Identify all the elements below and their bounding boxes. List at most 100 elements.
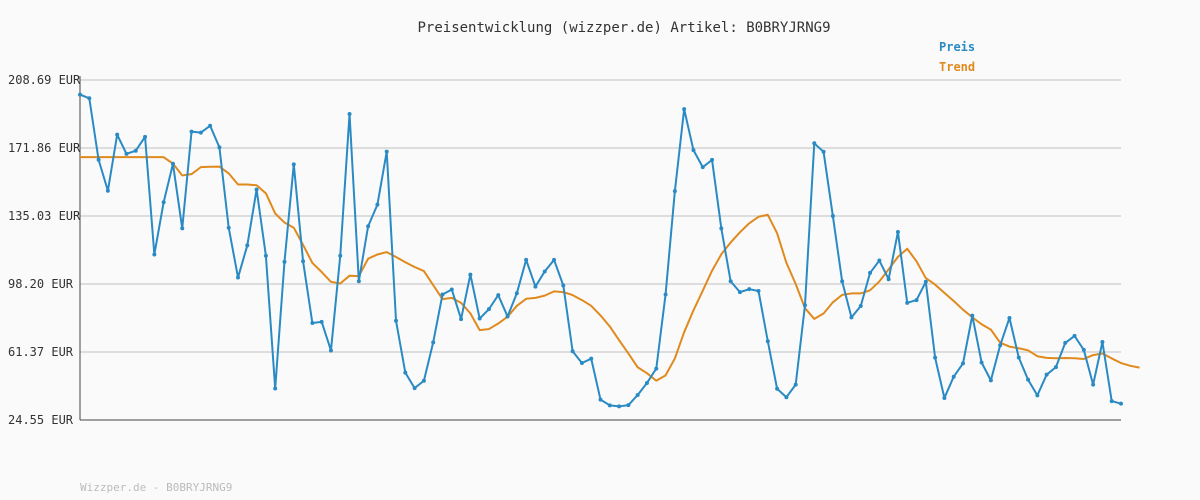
data-point: [710, 157, 715, 162]
data-point: [1026, 377, 1031, 382]
data-point: [431, 340, 436, 345]
data-point: [477, 316, 482, 321]
data-point: [914, 298, 919, 303]
data-point: [161, 200, 166, 205]
data-point: [236, 275, 241, 280]
data-point: [208, 123, 213, 128]
series-group: [78, 92, 1140, 409]
data-point: [635, 392, 640, 397]
data-point: [468, 272, 473, 277]
data-point: [319, 319, 324, 324]
data-point: [654, 366, 659, 371]
data-point: [756, 289, 761, 294]
y-tick-label: 61.37 EUR: [8, 345, 74, 359]
data-point: [942, 395, 947, 400]
data-point: [895, 229, 900, 234]
data-point: [775, 386, 780, 391]
data-point: [617, 404, 622, 409]
data-point: [96, 157, 101, 162]
data-point: [105, 188, 110, 193]
data-point: [1109, 399, 1114, 404]
data-point: [1035, 393, 1040, 398]
data-point: [189, 129, 194, 134]
data-point: [644, 380, 649, 385]
data-point: [607, 403, 612, 408]
data-point: [672, 189, 677, 194]
data-point: [403, 370, 408, 375]
data-point: [998, 343, 1003, 348]
data-point: [496, 293, 501, 298]
data-point: [849, 315, 854, 320]
footer-text: Wizzper.de - B0BRYJRNG9: [80, 481, 232, 494]
data-point: [412, 386, 417, 391]
grid-lines: [80, 79, 1121, 354]
data-point: [1072, 333, 1077, 338]
data-point: [421, 378, 426, 383]
data-point: [217, 145, 222, 150]
data-point: [133, 148, 138, 153]
data-point: [152, 252, 157, 257]
data-point: [960, 361, 965, 366]
data-point: [282, 259, 287, 264]
data-point: [226, 225, 231, 230]
data-point: [979, 360, 984, 365]
data-point: [291, 162, 296, 167]
data-point: [784, 395, 789, 400]
data-point: [626, 403, 631, 408]
data-point: [552, 257, 557, 262]
data-point: [561, 283, 566, 288]
data-point: [1007, 315, 1012, 320]
data-point: [273, 386, 278, 391]
data-point: [663, 292, 668, 297]
data-point: [198, 130, 203, 135]
data-point: [812, 141, 817, 146]
chart-title: Preisentwicklung (wizzper.de) Artikel: B…: [417, 20, 830, 36]
data-point: [951, 374, 956, 379]
data-point: [579, 361, 584, 366]
data-point: [877, 258, 882, 263]
data-point: [124, 151, 129, 156]
data-point: [988, 378, 993, 383]
data-point: [589, 356, 594, 361]
data-point: [1053, 365, 1058, 370]
data-point: [87, 96, 92, 101]
data-point: [347, 111, 352, 116]
data-point: [682, 107, 687, 112]
data-point: [1063, 340, 1068, 345]
data-point: [868, 270, 873, 275]
data-point: [700, 165, 705, 170]
legend-preis: Preis: [939, 40, 975, 54]
data-point: [375, 202, 380, 207]
series-line-preis: [79, 93, 1122, 408]
data-point: [933, 355, 938, 360]
y-tick-label: 98.20 EUR: [8, 277, 74, 291]
data-point: [737, 290, 742, 295]
data-point: [1081, 347, 1086, 352]
data-point: [338, 253, 343, 258]
data-point: [1016, 355, 1021, 360]
data-point: [440, 292, 445, 297]
data-point: [793, 382, 798, 387]
data-point: [691, 148, 696, 153]
data-point: [78, 92, 82, 97]
y-tick-label: 171.86 EUR: [8, 141, 81, 155]
data-point: [728, 279, 733, 284]
y-axis-ticks: 24.55 EUR 61.37 EUR 98.20 EUR 135.03 EUR 171…: [8, 73, 81, 427]
data-point: [514, 291, 519, 296]
data-point: [858, 303, 863, 308]
data-point: [542, 269, 547, 274]
y-tick-label: 135.03 EUR: [8, 209, 81, 223]
data-point: [486, 307, 491, 312]
data-point: [245, 243, 250, 248]
data-point: [598, 397, 603, 402]
y-tick-label: 208.69 EUR: [8, 73, 81, 87]
data-point: [1091, 382, 1096, 387]
legend-trend: Trend: [939, 60, 975, 74]
data-point: [840, 279, 845, 284]
data-point: [802, 303, 807, 308]
data-point: [115, 132, 120, 137]
data-point: [328, 348, 333, 353]
data-point: [533, 284, 538, 289]
data-point: [1044, 372, 1049, 377]
data-point: [923, 279, 928, 284]
